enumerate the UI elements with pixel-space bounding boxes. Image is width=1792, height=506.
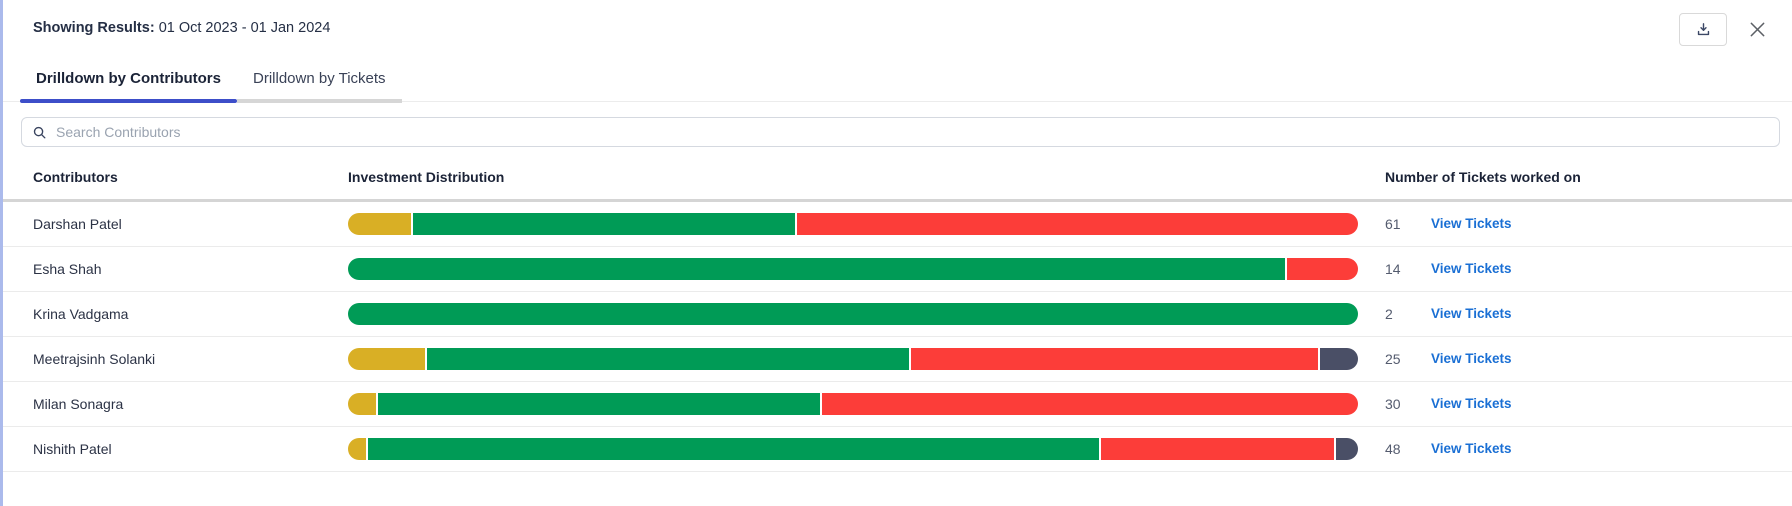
bar-segment-gold <box>348 213 412 235</box>
bar-cell <box>348 393 1358 415</box>
download-button[interactable] <box>1679 13 1727 46</box>
panel-header: Showing Results: 01 Oct 2023 - 01 Jan 20… <box>3 0 1792 46</box>
close-icon <box>1747 19 1768 40</box>
table-row: Krina Vadgama 2 View Tickets <box>3 292 1792 337</box>
view-tickets-link[interactable]: View Tickets <box>1431 441 1512 456</box>
download-icon <box>1695 21 1712 38</box>
table-row: Meetrajsinh Solanki 25 View Tickets <box>3 337 1792 382</box>
showing-results-label: Showing Results: <box>33 20 155 36</box>
bar-cell <box>348 303 1358 325</box>
view-tickets-link[interactable]: View Tickets <box>1431 351 1512 366</box>
search-bar <box>21 117 1780 147</box>
bar-segment-green <box>413 213 795 235</box>
tab-drilldown-by-tickets[interactable]: Drilldown by Tickets <box>237 70 402 103</box>
bar-cell <box>348 213 1358 235</box>
tickets-count: 48 <box>1385 441 1401 457</box>
showing-results-text: Showing Results: 01 Oct 2023 - 01 Jan 20… <box>33 13 330 36</box>
bar-cell <box>348 438 1358 460</box>
tickets-count: 61 <box>1385 216 1401 232</box>
table-body: Darshan Patel 61 View Tickets Esha Shah 14 Vi… <box>3 202 1792 472</box>
bar-segment-slate <box>1335 438 1358 460</box>
bar-segment-slate <box>1319 348 1358 370</box>
bar-segment-red <box>821 393 1358 415</box>
bar-cell <box>348 348 1358 370</box>
header-actions <box>1679 13 1768 46</box>
investment-distribution-bar <box>348 258 1358 280</box>
table-row: Nishith Patel 48 View Tickets <box>3 427 1792 472</box>
bar-segment-green <box>368 438 1099 460</box>
view-tickets-cell: View Tickets <box>1431 440 1792 458</box>
contributor-name: Esha Shah <box>33 261 102 277</box>
bar-segment-gold <box>348 438 367 460</box>
bar-segment-green <box>427 348 910 370</box>
view-tickets-link[interactable]: View Tickets <box>1431 261 1512 276</box>
table-row: Darshan Patel 61 View Tickets <box>3 202 1792 247</box>
contributor-name: Meetrajsinh Solanki <box>33 351 156 367</box>
contributor-name: Darshan Patel <box>33 216 122 232</box>
investment-distribution-bar <box>348 393 1358 415</box>
investment-distribution-bar <box>348 348 1358 370</box>
view-tickets-cell: View Tickets <box>1431 305 1792 323</box>
investment-distribution-bar <box>348 303 1358 325</box>
view-tickets-link[interactable]: View Tickets <box>1431 216 1512 231</box>
date-range: 01 Oct 2023 - 01 Jan 2024 <box>158 20 331 36</box>
bar-segment-green <box>348 303 1358 325</box>
search-icon <box>32 125 56 140</box>
column-header-number-of-tickets: Number of Tickets worked on <box>1385 169 1581 185</box>
search-input[interactable] <box>56 124 1769 140</box>
view-tickets-link[interactable]: View Tickets <box>1431 306 1512 321</box>
column-header-contributors: Contributors <box>33 169 118 185</box>
bar-segment-green <box>348 258 1286 280</box>
tickets-count: 30 <box>1385 396 1401 412</box>
tickets-count: 25 <box>1385 351 1401 367</box>
bar-segment-red <box>796 213 1358 235</box>
table-row: Milan Sonagra 30 View Tickets <box>3 382 1792 427</box>
contributor-name: Krina Vadgama <box>33 306 129 322</box>
tickets-count: 2 <box>1385 306 1393 322</box>
tickets-count: 14 <box>1385 261 1401 277</box>
contributor-name: Milan Sonagra <box>33 396 124 412</box>
contributor-name: Nishith Patel <box>33 441 112 457</box>
view-tickets-cell: View Tickets <box>1431 215 1792 233</box>
bar-segment-red <box>1287 258 1358 280</box>
bar-segment-red <box>911 348 1318 370</box>
table-header-row: Contributors Investment Distribution Num… <box>3 147 1792 202</box>
tab-bar: Drilldown by Contributors Drilldown by T… <box>3 70 1792 103</box>
column-header-investment-distribution: Investment Distribution <box>348 169 505 185</box>
tab-drilldown-by-contributors[interactable]: Drilldown by Contributors <box>20 70 237 103</box>
investment-distribution-bar <box>348 438 1358 460</box>
table-row: Esha Shah 14 View Tickets <box>3 247 1792 292</box>
bar-segment-gold <box>348 393 377 415</box>
bar-segment-green <box>378 393 820 415</box>
view-tickets-cell: View Tickets <box>1431 260 1792 278</box>
view-tickets-cell: View Tickets <box>1431 395 1792 413</box>
view-tickets-link[interactable]: View Tickets <box>1431 396 1512 411</box>
view-tickets-cell: View Tickets <box>1431 350 1792 368</box>
bar-cell <box>348 258 1358 280</box>
investment-distribution-bar <box>348 213 1358 235</box>
bar-segment-red <box>1100 438 1334 460</box>
close-button[interactable] <box>1747 19 1768 40</box>
bar-segment-gold <box>348 348 426 370</box>
